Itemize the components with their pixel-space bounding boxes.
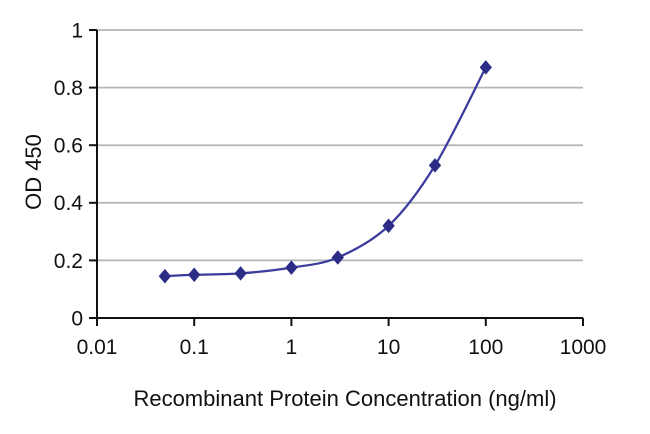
x-tick-label: 0.1 [180,336,209,359]
x-tick-label: 10 [377,336,400,359]
data-point-marker [158,268,172,284]
y-tick-label: 0.8 [54,77,83,100]
data-point-marker [382,218,395,234]
y-tick-label: 0 [71,307,83,330]
series-line [164,66,487,278]
data-point-marker [188,267,201,283]
y-tick-label: 0.2 [54,250,83,273]
data-point-marker [331,250,344,265]
y-tick-label: 0.6 [54,135,83,158]
data-point-marker [234,266,247,281]
x-tick-label: 1 [286,336,298,359]
data-point-marker [428,158,442,173]
y-tick-label: 1 [71,19,83,42]
x-axis-title: Recombinant Protein Concentration (ng/ml… [133,386,557,411]
x-tick-label: 0.01 [77,336,118,359]
y-tick-label: 0.4 [54,192,84,215]
y-axis-title: OD 450 [21,134,46,210]
x-tick-label: 1000 [560,336,607,359]
data-point-marker [479,60,492,75]
data-point-marker [285,260,298,275]
x-tick-label: 100 [468,336,503,359]
